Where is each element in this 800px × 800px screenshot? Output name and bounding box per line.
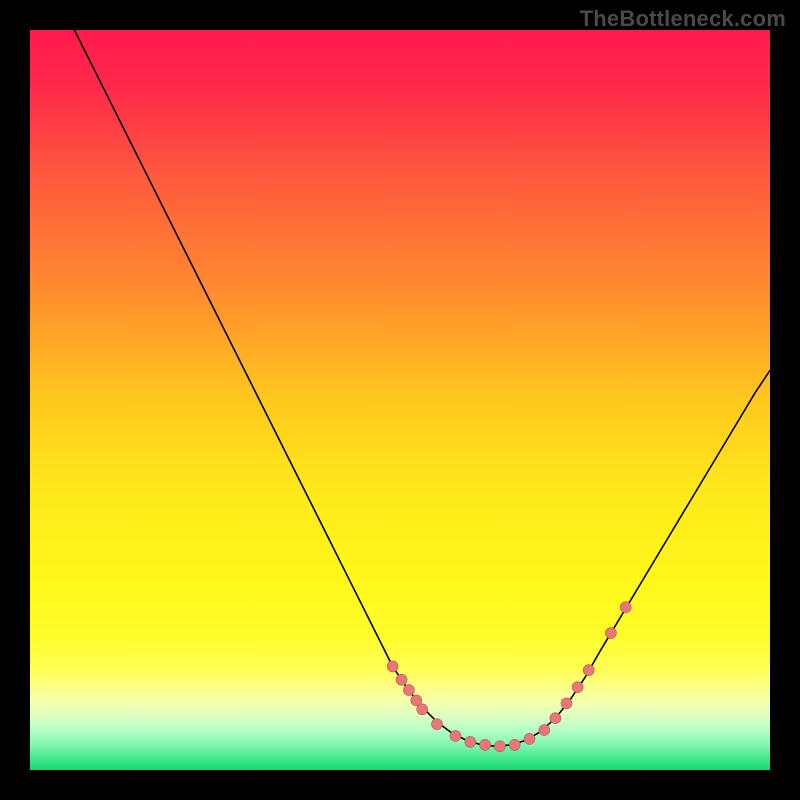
marker-dot — [494, 741, 505, 752]
marker-dot — [524, 733, 535, 744]
marker-dot — [403, 685, 414, 696]
plot-area — [30, 30, 770, 770]
marker-dot — [550, 713, 561, 724]
marker-dot — [450, 730, 461, 741]
marker-dot — [561, 698, 572, 709]
marker-dot — [396, 674, 407, 685]
marker-dot — [620, 602, 631, 613]
marker-dot — [583, 665, 594, 676]
chart-background — [30, 30, 770, 770]
marker-dot — [387, 661, 398, 672]
chart-frame: TheBottleneck.com — [0, 0, 800, 800]
marker-dot — [417, 704, 428, 715]
marker-dot — [509, 739, 520, 750]
marker-dot — [480, 739, 491, 750]
marker-dot — [539, 725, 550, 736]
marker-dot — [465, 736, 476, 747]
marker-dot — [572, 682, 583, 693]
marker-dot — [432, 719, 443, 730]
marker-dot — [605, 628, 616, 639]
chart-svg — [30, 30, 770, 770]
watermark-text: TheBottleneck.com — [580, 6, 786, 32]
